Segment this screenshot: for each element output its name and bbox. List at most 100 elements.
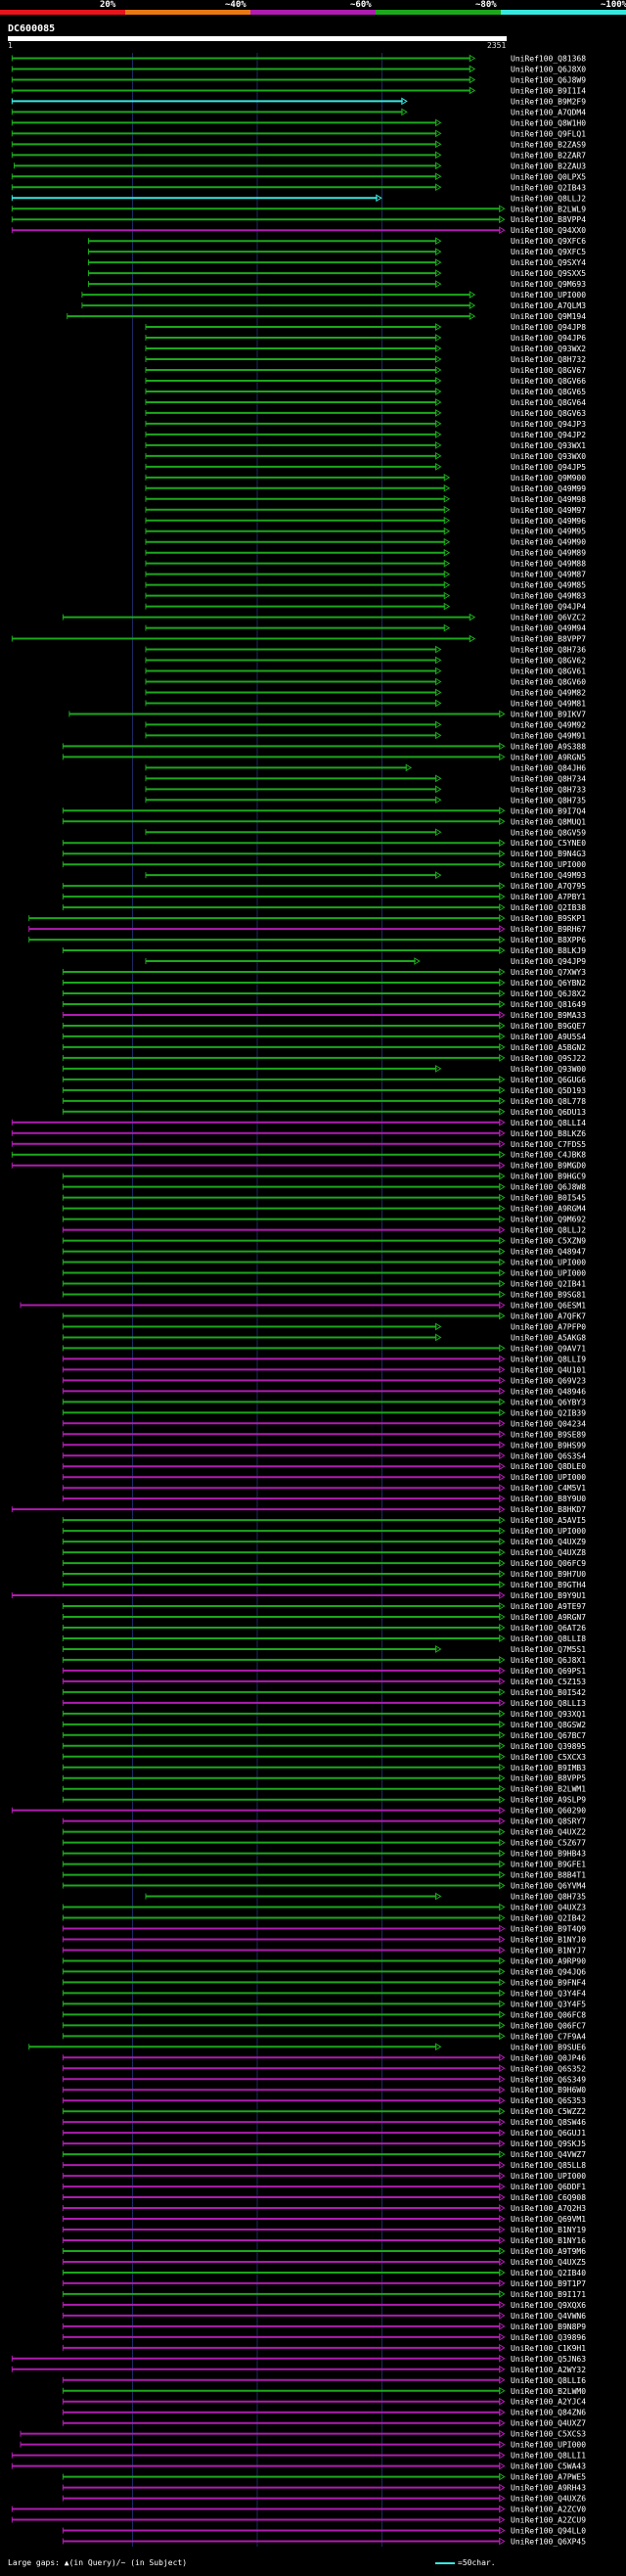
hit-label: UniRef100_Q6J8W9 <box>511 75 586 84</box>
hit-arrow <box>499 1107 506 1116</box>
hit-arrow <box>499 2021 506 2030</box>
hit-label: UniRef100_B8XPP6 <box>511 936 586 944</box>
hit-label: UniRef100_C4JBK8 <box>511 1151 586 1160</box>
hit-label: UniRef100_Q49M98 <box>511 495 586 504</box>
hit-label: UniRef100_B9I7Q4 <box>511 806 586 815</box>
hit-label: UniRef100_Q5JN63 <box>511 2355 586 2364</box>
hit-arrow <box>499 2494 506 2503</box>
hit-arrow <box>435 409 442 417</box>
hit-arrow <box>499 1268 506 1277</box>
hit-arrow <box>499 2386 506 2395</box>
hit-label: UniRef100_Q8LLI3 <box>511 1699 586 1708</box>
hit-label: UniRef100_A5BGN2 <box>511 1043 586 1052</box>
hit-label: UniRef100_Q6AT26 <box>511 1624 586 1633</box>
hit-arrow <box>499 1730 506 1739</box>
hit-arrow <box>435 1892 442 1901</box>
hit-arrow <box>499 2526 506 2535</box>
hit-label: UniRef100_Q94XX0 <box>511 226 586 235</box>
footer-legend: Large gaps: ▲(in Query)/~ (in Subject) <box>8 2558 188 2567</box>
hit-arrow <box>499 710 506 718</box>
hit-label: UniRef100_C5Z153 <box>511 1678 586 1686</box>
query-end: 2351 <box>487 41 507 50</box>
hit-label: UniRef100_Q3Y4F5 <box>511 2000 586 2008</box>
hit-label: UniRef100_B1NYJ7 <box>511 1946 586 1955</box>
hit-label: UniRef100_Q49M88 <box>511 560 586 569</box>
hit-arrow <box>499 1591 506 1599</box>
hit-arrow <box>469 613 476 621</box>
hit-label: UniRef100_B9N8P9 <box>511 2323 586 2331</box>
hit-arrow <box>435 269 442 278</box>
hit-label: UniRef100_B9I171 <box>511 2290 586 2299</box>
hit-label: UniRef100_Q4UXZ2 <box>511 1828 586 1837</box>
scale-label: =50char. <box>458 2558 496 2567</box>
hit-label: UniRef100_Q4UXZ7 <box>511 2419 586 2428</box>
hit-arrow <box>443 548 451 557</box>
hit-label: UniRef100_B8VPP4 <box>511 215 586 224</box>
legend-swatch <box>501 10 626 15</box>
hit-label: UniRef100_B9IMB3 <box>511 1764 586 1772</box>
hit-label: UniRef100_Q06FC8 <box>511 2010 586 2019</box>
hit-arrow <box>499 1903 506 1911</box>
hit-arrow <box>499 1559 506 1567</box>
hit-label: UniRef100_Q84ZN6 <box>511 2409 586 2417</box>
hit-arrow <box>499 1301 506 1310</box>
hit-arrow <box>499 1784 506 1793</box>
hit-arrow <box>499 1602 506 1610</box>
hit-label: UniRef100_A9RH43 <box>511 2484 586 2493</box>
hit-label: UniRef100_Q84JH6 <box>511 763 586 772</box>
hit-label: UniRef100_Q39895 <box>511 1742 586 1751</box>
hit-label: UniRef100_Q7XWY3 <box>511 968 586 977</box>
hit-label: UniRef100_B2LWL9 <box>511 205 586 213</box>
hit-label: UniRef100_C1K9H1 <box>511 2344 586 2353</box>
hit-label: UniRef100_C5XCX3 <box>511 1753 586 1762</box>
hit-label: UniRef100_Q6YBN2 <box>511 979 586 988</box>
hit-arrow <box>499 2215 506 2223</box>
hit-label: UniRef100_A9RP90 <box>511 1956 586 1965</box>
hit-arrow <box>499 1806 506 1815</box>
hit-label: UniRef100_A2ZCV0 <box>511 2506 586 2514</box>
hit-arrow <box>499 1484 506 1493</box>
hit-arrow <box>499 2418 506 2427</box>
hit-arrow <box>469 86 476 95</box>
hit-arrow <box>499 1527 506 1536</box>
hit-label: UniRef100_Q49M87 <box>511 571 586 579</box>
hit-label: UniRef100_Q8GSW2 <box>511 1721 586 1729</box>
hit-label: UniRef100_Q49M95 <box>511 528 586 536</box>
hit-arrow <box>499 1225 506 1234</box>
hit-arrow <box>435 151 442 160</box>
hit-arrow <box>499 2150 506 2159</box>
hit-arrow <box>499 1678 506 1685</box>
hit-label: UniRef100_Q81649 <box>511 1000 586 1009</box>
hit-label: UniRef100_Q6GUG6 <box>511 1076 586 1084</box>
hit-label: UniRef100_Q9M194 <box>511 312 586 321</box>
hit-arrow <box>443 602 451 611</box>
hit-label: UniRef100_B9SKP1 <box>511 914 586 923</box>
hit-label: UniRef100_Q81368 <box>511 54 586 63</box>
hit-label: UniRef100_Q49M81 <box>511 699 586 708</box>
hit-label: UniRef100_Q49M85 <box>511 581 586 590</box>
hit-label: UniRef100_Q0JP46 <box>511 2053 586 2062</box>
hit-arrow <box>499 2343 506 2352</box>
hit-label: UniRef100_UPI000 <box>511 2441 586 2450</box>
hit-label: UniRef100_B8B4T1 <box>511 1871 586 1880</box>
legend-label: ~100% <box>601 0 626 10</box>
hit-label: UniRef100_Q6S349 <box>511 2075 586 2084</box>
hit-arrow <box>469 65 476 73</box>
hit-label: UniRef100_Q9SKJ5 <box>511 2139 586 2148</box>
hit-label: UniRef100_B9M2F9 <box>511 97 586 106</box>
hit-arrow <box>499 2161 506 2169</box>
hit-arrow <box>499 936 506 943</box>
hit-arrow <box>499 1247 506 1256</box>
hit-label: UniRef100_Q9SXY4 <box>511 258 586 267</box>
hit-label: UniRef100_C5XZN9 <box>511 1237 586 1246</box>
hit-arrow <box>499 979 506 987</box>
hit-arrow <box>469 312 476 320</box>
hit-arrow <box>499 2537 506 2546</box>
hit-arrow <box>499 2129 506 2138</box>
hit-arrow <box>435 871 442 880</box>
hit-arrow <box>499 1687 506 1696</box>
hit-arrow <box>499 989 506 997</box>
hit-label: UniRef100_C7F9A4 <box>511 2032 586 2041</box>
hit-arrow <box>499 946 506 954</box>
hit-arrow <box>435 667 442 675</box>
